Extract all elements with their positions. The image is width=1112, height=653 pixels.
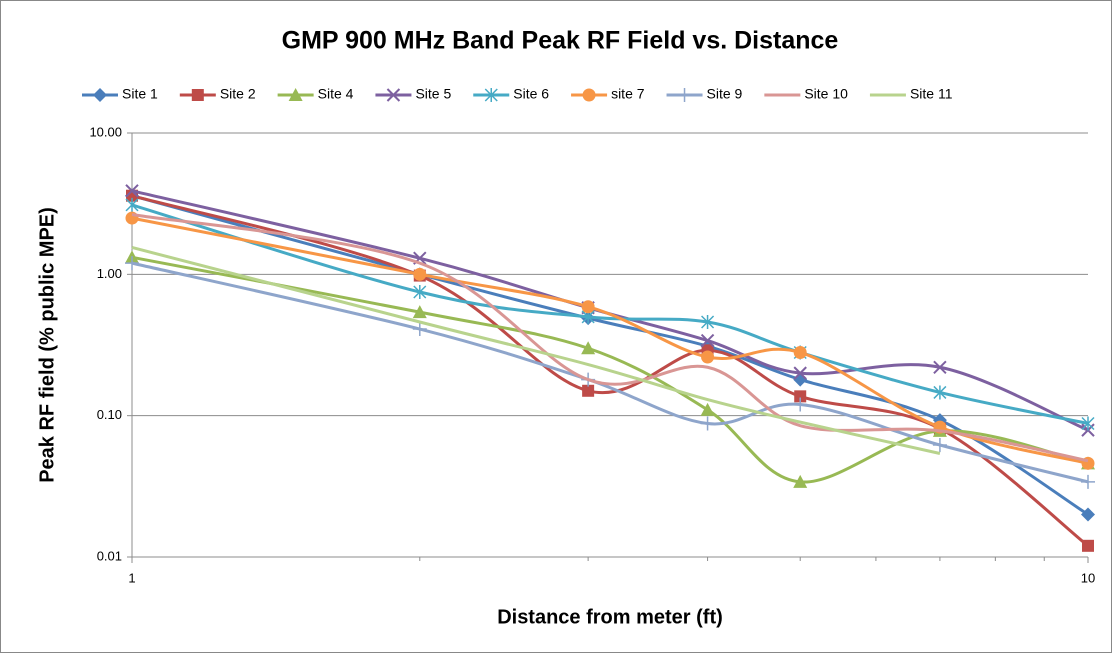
legend-marker: [677, 88, 692, 102]
y-tick-label: 0.10: [97, 407, 122, 422]
series: [131, 213, 1089, 463]
legend-item: Site 2: [179, 86, 256, 102]
legend-item: Site 5: [375, 86, 451, 102]
y-axis-label: Peak RF field (% public MPE): [36, 207, 58, 483]
data-point: [125, 256, 139, 271]
data-point: [701, 314, 715, 329]
chart-title: GMP 900 MHz Band Peak RF Field vs. Dista…: [282, 27, 839, 55]
x-tick-label: 10: [1081, 570, 1095, 585]
legend-label: Site 6: [513, 86, 549, 102]
data-point: [933, 385, 947, 400]
data-point: [793, 397, 808, 412]
data-point: [793, 474, 808, 488]
data-point: [700, 416, 715, 431]
legend-label: Site 5: [415, 86, 451, 102]
data-point: [932, 438, 947, 453]
legend-marker: [484, 88, 498, 102]
data-point: [700, 402, 715, 416]
legend-item: Site 10: [764, 86, 848, 102]
data-point: [125, 197, 139, 212]
data-point: [794, 390, 807, 403]
series: [131, 245, 941, 455]
legend-marker: [191, 89, 204, 101]
y-tick-label: 0.01: [97, 548, 122, 563]
data-point: [413, 267, 427, 281]
legend-label: Site 4: [318, 86, 354, 102]
legend-marker: [288, 88, 303, 101]
legend-label: Site 1: [122, 86, 158, 102]
data-point: [125, 184, 139, 198]
x-tick-label: 1: [128, 570, 135, 585]
grid: 0.01 0.10 1.00 10.00 1 10: [89, 124, 1095, 585]
data-point: [413, 284, 427, 299]
legend-marker: [93, 88, 107, 102]
legend-label: Site 10: [804, 86, 848, 102]
lines: [125, 184, 1095, 552]
data-point: [581, 300, 595, 314]
series-line: [131, 245, 941, 455]
legend-label: site 7: [611, 86, 645, 102]
x-axis-label: Distance from meter (ft): [497, 606, 723, 628]
data-point: [1082, 539, 1094, 552]
y-tick-label: 10.00: [89, 124, 122, 139]
data-point: [793, 345, 807, 359]
data-point: [701, 350, 715, 364]
legend-label: Site 11: [910, 86, 953, 102]
legend-item: site 7: [571, 86, 645, 102]
legend-marker: [582, 88, 596, 102]
legend: Site 1 Site 2 Site 4 Site 5 Site 6 site 7 Site…: [82, 86, 953, 102]
data-point: [1081, 507, 1095, 522]
legend-marker: [386, 88, 401, 102]
series-line: [131, 213, 1089, 463]
data-point: [1081, 416, 1095, 431]
data-point: [793, 366, 807, 380]
data-point: [412, 322, 427, 337]
data-point: [582, 384, 595, 397]
data-point: [700, 333, 715, 348]
legend-item: Site 11: [869, 86, 953, 102]
data-point: [125, 211, 139, 225]
data-point: [1081, 474, 1095, 489]
legend-label: Site 2: [220, 86, 256, 102]
legend-item: Site 6: [473, 86, 549, 102]
legend-item: Site 9: [666, 86, 743, 102]
y-tick-label: 1.00: [97, 266, 122, 281]
legend-label: Site 9: [707, 86, 743, 102]
data-point: [581, 341, 596, 355]
data-point: [412, 305, 427, 319]
series: [125, 211, 1095, 470]
legend-item: Site 1: [82, 86, 158, 102]
data-point: [933, 360, 947, 374]
legend-item: Site 4: [277, 86, 354, 102]
